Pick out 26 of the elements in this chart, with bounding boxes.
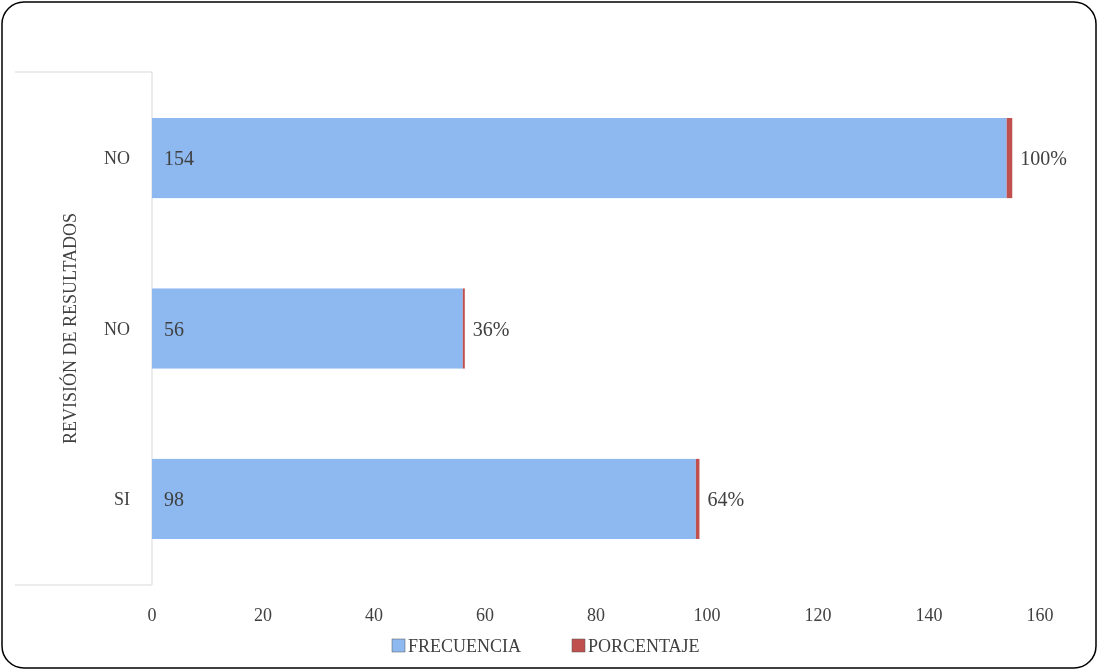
x-tick-label: 160: [1026, 605, 1054, 625]
legend-label: PORCENTAJE: [588, 636, 700, 656]
y-tick-label: SI: [113, 488, 130, 509]
bar: [152, 288, 463, 369]
x-tick-label: 0: [147, 605, 157, 625]
legend-label: FRECUENCIA: [408, 636, 522, 656]
y-tick-label: NO: [104, 148, 130, 169]
y-axis-title: REVISIÓN DE RESULTADOS: [59, 213, 80, 444]
data-label: 56: [164, 317, 184, 340]
data-label: 100%: [1020, 147, 1067, 170]
y-tick-label: NO: [104, 318, 130, 339]
x-tick-label: 100: [693, 605, 721, 625]
bar: [152, 458, 696, 539]
bar: [1006, 118, 1013, 199]
data-label: 64%: [707, 487, 745, 510]
x-tick-label: 140: [915, 605, 943, 625]
data-label: 36%: [472, 317, 510, 340]
data-label: 154: [164, 147, 194, 170]
bar: [462, 288, 465, 369]
x-tick-label: 60: [476, 605, 494, 625]
x-tick-label: 80: [587, 605, 605, 625]
data-label: 98: [164, 487, 184, 510]
x-tick-label: 40: [365, 605, 383, 625]
x-tick-label: 120: [804, 605, 832, 625]
bar: [152, 118, 1007, 199]
x-tick-label: 20: [254, 605, 272, 625]
